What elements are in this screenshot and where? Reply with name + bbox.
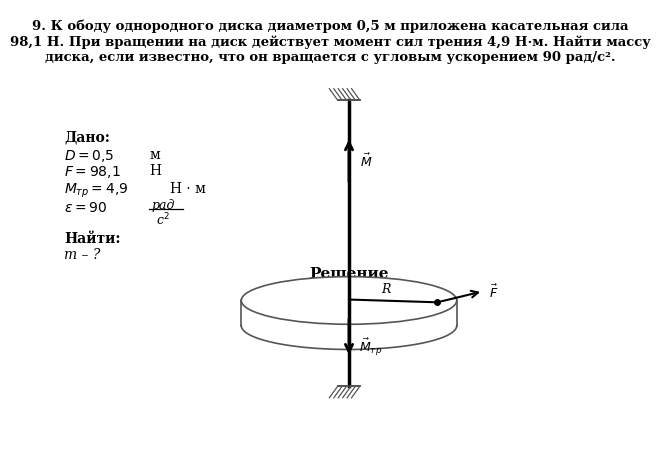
Text: $\vec{F}$: $\vec{F}$ bbox=[489, 283, 499, 300]
Text: м: м bbox=[149, 148, 160, 161]
Text: Н · м: Н · м bbox=[170, 181, 206, 195]
Text: $\vec{M}_{\mathit{тр}}$: $\vec{M}_{\mathit{тр}}$ bbox=[358, 336, 381, 357]
Text: 9. К ободу однородного диска диаметром 0,5 м приложена касательная сила
98,1 Н. : 9. К ободу однородного диска диаметром 0… bbox=[10, 20, 650, 64]
Text: $\varepsilon = 90$: $\varepsilon = 90$ bbox=[64, 200, 107, 215]
Text: с$^2$: с$^2$ bbox=[156, 211, 170, 228]
Text: $F = 98{,}1$: $F = 98{,}1$ bbox=[64, 164, 121, 180]
Ellipse shape bbox=[242, 277, 457, 325]
Text: рад: рад bbox=[151, 198, 175, 211]
Text: Найти:: Найти: bbox=[64, 231, 120, 245]
Text: m – ?: m – ? bbox=[64, 247, 100, 261]
Text: Н: Н bbox=[149, 164, 162, 178]
Text: Решение: Решение bbox=[310, 267, 389, 280]
Text: $D = 0{,}5$: $D = 0{,}5$ bbox=[64, 148, 114, 163]
Text: $\vec{M}$: $\vec{M}$ bbox=[360, 153, 373, 170]
Text: R: R bbox=[381, 282, 390, 295]
Text: Дано:: Дано: bbox=[64, 130, 110, 145]
Text: $M_{\mathit{тр}} = 4{,}9$: $M_{\mathit{тр}} = 4{,}9$ bbox=[64, 181, 128, 199]
